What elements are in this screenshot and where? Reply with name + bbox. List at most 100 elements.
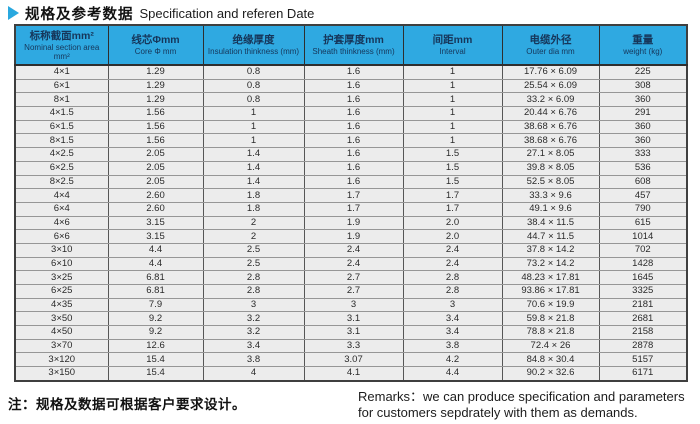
table-cell: 1.7 — [402, 188, 503, 203]
table-cell: 9.2 — [107, 311, 204, 327]
table-cell: 2.05 — [107, 147, 204, 162]
table-cell: 3.1 — [303, 311, 404, 327]
table-cell: 3.4 — [402, 311, 503, 327]
table-cell: 4×6 — [14, 215, 109, 231]
header-label-zh: 线芯Φmm — [131, 34, 180, 46]
table-row: 4×1.5 1.56 1 1.6 1 20.44 × 6.76 291 — [14, 106, 688, 121]
header-label-en: Insulation thinkness (mm) — [207, 47, 300, 56]
table-cell: 2.0 — [402, 215, 503, 231]
table-cell: 2158 — [598, 325, 688, 340]
table-cell: 25.54 × 6.09 — [501, 78, 600, 94]
table-cell: 1 — [402, 78, 503, 94]
table-cell: 3.1 — [303, 325, 404, 340]
table-cell: 4×1.5 — [14, 106, 109, 121]
table-cell: 5157 — [598, 352, 688, 368]
table-cell: 8×1 — [14, 92, 109, 108]
table-cell: 59.8 × 21.8 — [501, 311, 600, 327]
table-cell: 2.05 — [107, 160, 204, 176]
table-cell: 1.4 — [202, 160, 305, 176]
table-cell: 6.81 — [107, 284, 204, 299]
table-cell: 33.2 × 6.09 — [501, 92, 600, 108]
table-cell: 6×1.5 — [14, 119, 109, 135]
note-remarks: Remarks：we can produce specification and… — [358, 389, 688, 420]
table-cell: 457 — [598, 188, 688, 203]
table-cell: 2.0 — [402, 229, 503, 244]
table-cell: 48.23 × 17.81 — [501, 270, 600, 285]
table-cell: 6×4 — [14, 201, 109, 217]
table-cell: 2 — [202, 215, 305, 231]
table-cell: 1.7 — [303, 201, 404, 217]
table-cell: 4×4 — [14, 188, 109, 203]
specification-table: 标称截面mm² Nominal section area mm² 线芯Φmm Core… — [14, 24, 688, 382]
table-cell: 1.7 — [402, 201, 503, 217]
table-cell: 1 — [202, 106, 305, 121]
table-cell: 3.07 — [303, 352, 404, 368]
table-row: 6×1.5 1.56 1 1.6 1 38.68 × 6.76 360 — [14, 119, 688, 135]
table-cell: 2.4 — [303, 242, 404, 258]
table-row: 4×4 2.60 1.8 1.7 1.7 33.3 × 9.6 457 — [14, 188, 688, 203]
table-cell: 2.4 — [402, 256, 503, 272]
table-cell: 1.6 — [303, 133, 404, 149]
table-row: 4×6 3.15 2 1.9 2.0 38.4 × 11.5 615 — [14, 215, 688, 231]
note-remarks-line2: for customers sepdrately with them as de… — [358, 404, 638, 420]
table-cell: 37.8 × 14.2 — [501, 242, 600, 258]
table-cell: 1.4 — [202, 174, 305, 190]
table-cell: 1 — [402, 119, 503, 135]
table-cell: 2.8 — [402, 284, 503, 299]
table-cell: 333 — [598, 147, 688, 162]
table-cell: 15.4 — [107, 352, 204, 368]
table-cell: 90.2 × 32.6 — [501, 366, 600, 382]
table-cell: 3.8 — [402, 338, 503, 354]
table-row: 6×1 1.29 0.8 1.6 1 25.54 × 6.09 308 — [14, 78, 688, 94]
table-cell: 52.5 × 8.05 — [501, 174, 600, 190]
table-cell: 2 — [202, 229, 305, 244]
table-cell: 9.2 — [107, 325, 204, 340]
table-cell: 6×6 — [14, 229, 109, 244]
table-cell: 4.1 — [303, 366, 404, 382]
table-cell: 8×1.5 — [14, 133, 109, 149]
table-cell: 1.6 — [303, 92, 404, 108]
table-cell: 360 — [598, 92, 688, 108]
table-cell: 1.6 — [303, 106, 404, 121]
page-title-en: Specification and referen Date — [139, 5, 315, 21]
table-cell: 49.1 × 9.6 — [501, 201, 600, 217]
table-cell: 84.8 × 30.4 — [501, 352, 600, 368]
page-title-zh: 规格及参考数据 — [25, 6, 134, 23]
table-row: 3×120 15.4 3.8 3.07 4.2 84.8 × 30.4 5157 — [14, 352, 688, 368]
table-cell: 1 — [402, 133, 503, 149]
table-cell: 6×25 — [14, 284, 109, 299]
table-cell: 225 — [598, 64, 688, 80]
table-row: 3×10 4.4 2.5 2.4 2.4 37.8 × 14.2 702 — [14, 242, 688, 258]
table-cell: 3 — [402, 297, 503, 313]
table-cell: 6×2.5 — [14, 160, 109, 176]
table-cell: 27.1 × 8.05 — [501, 147, 600, 162]
table-cell: 1014 — [598, 229, 688, 244]
header-label-zh: 电缆外径 — [529, 34, 572, 46]
table-cell: 1428 — [598, 256, 688, 272]
table-cell: 2181 — [598, 297, 688, 313]
table-cell: 2.05 — [107, 174, 204, 190]
table-cell: 44.7 × 11.5 — [501, 229, 600, 244]
table-row: 6×2.5 2.05 1.4 1.6 1.5 39.8 × 8.05 536 — [14, 160, 688, 176]
table-cell: 3 — [202, 297, 305, 313]
table-cell: 1.29 — [107, 92, 204, 108]
table-cell: 12.6 — [107, 338, 204, 354]
table-cell: 6171 — [598, 366, 688, 382]
table-cell: 4.2 — [402, 352, 503, 368]
table-row: 6×10 4.4 2.5 2.4 2.4 73.2 × 14.2 1428 — [14, 256, 688, 272]
table-cell: 4 — [202, 366, 305, 382]
table-cell: 3.3 — [303, 338, 404, 354]
table-cell: 3×25 — [14, 270, 109, 285]
table-row: 4×1 1.29 0.8 1.6 1 17.76 × 6.09 225 — [14, 64, 688, 80]
table-cell: 73.2 × 14.2 — [501, 256, 600, 272]
table-cell: 4×1 — [14, 64, 109, 80]
table-cell: 536 — [598, 160, 688, 176]
table-cell: 1.9 — [303, 215, 404, 231]
table-cell: 33.3 × 9.6 — [501, 188, 600, 203]
table-cell: 1.6 — [303, 174, 404, 190]
table-cell: 17.76 × 6.09 — [501, 64, 600, 80]
table-cell: 20.44 × 6.76 — [501, 106, 600, 121]
header-label-en: Interval — [439, 47, 466, 56]
table-row: 4×50 9.2 3.2 3.1 3.4 78.8 × 21.8 2158 — [14, 325, 688, 340]
